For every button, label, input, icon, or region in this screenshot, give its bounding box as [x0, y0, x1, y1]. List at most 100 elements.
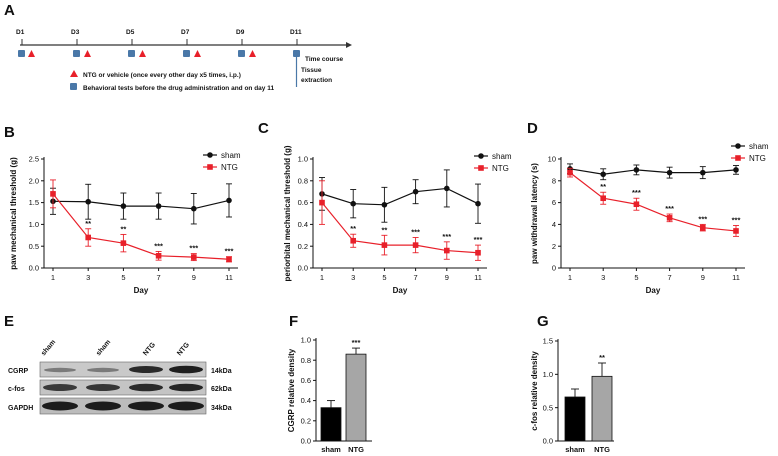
data-point-sham [444, 185, 450, 192]
y-tick-label: 0.4 [301, 396, 311, 405]
timeline-day-label: D9 [236, 29, 245, 36]
y-tick-label: 1.5 [29, 198, 39, 207]
y-tick-label: 1.0 [298, 155, 308, 164]
ntg-injection-marker [28, 50, 35, 57]
data-point-sham [733, 167, 739, 173]
significance-label: ** [85, 219, 91, 228]
data-point-sham [155, 203, 162, 209]
x-tick-label: 1 [51, 273, 55, 282]
x-tick-label: 11 [225, 273, 233, 282]
blot-band [42, 401, 78, 411]
x-tick-label: 5 [634, 273, 638, 282]
panel-label-e: E [4, 313, 14, 330]
y-tick-label: 8 [552, 176, 556, 185]
blot-band [86, 384, 120, 391]
behavior-legend-text: Behavioral tests before the drug adminis… [83, 85, 274, 92]
data-point-sham [350, 200, 357, 207]
ntg-injection-marker [139, 50, 146, 57]
significance-label: *** [632, 188, 641, 197]
timeline-day-11: D11 Time course Tissue extraction [290, 29, 344, 87]
x-tick-label: 3 [601, 273, 605, 282]
time-course-label: Time course [305, 56, 344, 63]
x-tick-label: 3 [351, 273, 355, 282]
significance-label: ** [350, 224, 356, 233]
y-tick-label: 2.0 [29, 176, 39, 185]
x-tick-label: NTG [594, 445, 610, 454]
significance-label: *** [225, 247, 234, 256]
y-tick-label: 1.0 [543, 370, 553, 379]
x-tick-label: 9 [701, 273, 705, 282]
timeline-day-label: D11 [290, 29, 302, 36]
data-point-ntg [350, 237, 356, 244]
y-tick-label: 0 [552, 264, 556, 273]
x-tick-label: 5 [382, 273, 386, 282]
x-axis-title: Day [134, 286, 149, 295]
x-tick-label: 11 [474, 273, 482, 282]
timeline-day-5: D5 [126, 29, 146, 57]
y-tick-label: 1.0 [29, 220, 39, 229]
size-label-gapdh: 34kDa [211, 405, 232, 412]
series-line-sham [52, 199, 230, 210]
series-line-ntg [569, 172, 737, 232]
lane-label: sham [95, 339, 112, 358]
x-tick-label: 1 [320, 273, 324, 282]
x-tick-label: 9 [192, 273, 196, 282]
timeline-day-label: D3 [71, 29, 80, 36]
series-line-ntg [321, 202, 479, 254]
y-tick-label: 0.0 [298, 264, 308, 273]
ntg-injection-marker [249, 50, 256, 57]
legend-label-ntg: NTG [749, 154, 766, 163]
ntg-injection-marker [84, 50, 91, 57]
behavior-test-marker [293, 50, 300, 57]
legend-marker-sham [478, 153, 484, 159]
protein-label-gapdh: GAPDH [8, 405, 33, 412]
data-point-ntg [50, 191, 56, 197]
legend-label-sham: sham [492, 152, 512, 161]
blot-row-cgrp [39, 361, 207, 378]
chart-cfos-density: 0.0 0.5 1.0 1.5 c-fos relative density sham NT… [530, 337, 614, 454]
y-tick-label: 0.6 [298, 198, 308, 207]
series-line-ntg [52, 193, 230, 260]
bar-sham [320, 407, 342, 442]
x-axis-title: Day [646, 286, 661, 295]
y-tick-label: 0.4 [298, 220, 308, 229]
y-axis-title: paw mechanical threshold (g) [9, 157, 18, 270]
data-point-sham [666, 169, 673, 176]
significance-label: ** [381, 225, 387, 234]
data-point-ntg [85, 234, 91, 241]
significance-label: *** [698, 214, 707, 223]
panel-label-f: F [289, 313, 298, 330]
chart-paw-mechanical-threshold: 0.0 0.5 1.0 1.5 2.0 2.5 1 3 5 7 9 11 Day paw mechanic… [9, 151, 241, 295]
behavior-test-marker [128, 50, 135, 57]
data-point-sham [633, 167, 640, 173]
timeline-day-1: D1 [16, 29, 35, 57]
data-point-ntg [633, 201, 640, 208]
y-axis-title: CGRP relative density [287, 348, 296, 432]
data-point-sham [191, 205, 197, 212]
data-point-ntg [475, 249, 481, 256]
series-line-sham [321, 187, 479, 206]
data-point-ntg [120, 240, 127, 246]
series-line-sham [569, 168, 737, 175]
panel-label-c: C [258, 120, 269, 137]
behavior-test-marker [18, 50, 25, 57]
x-tick-label: 3 [86, 273, 90, 282]
bar-sham [564, 396, 586, 442]
behavior-legend-marker [70, 83, 77, 90]
bar-ntg [345, 353, 367, 442]
y-tick-label: 0.6 [301, 376, 311, 385]
y-tick-label: 0.0 [301, 437, 311, 446]
y-axis-title: periorbital mechanical threshold (g) [283, 145, 292, 281]
data-point-sham [85, 198, 91, 205]
protein-label-cfos: c-fos [8, 386, 25, 393]
x-tick-label: 9 [445, 273, 449, 282]
y-tick-label: 2.5 [29, 155, 39, 164]
x-tick-label: 7 [414, 273, 418, 282]
x-tick-label: 7 [668, 273, 672, 282]
significance-label: ** [600, 182, 606, 191]
significance-label: *** [732, 215, 741, 224]
data-point-sham [381, 201, 388, 208]
behavior-test-marker [73, 50, 80, 57]
legend-marker-ntg [478, 165, 484, 171]
